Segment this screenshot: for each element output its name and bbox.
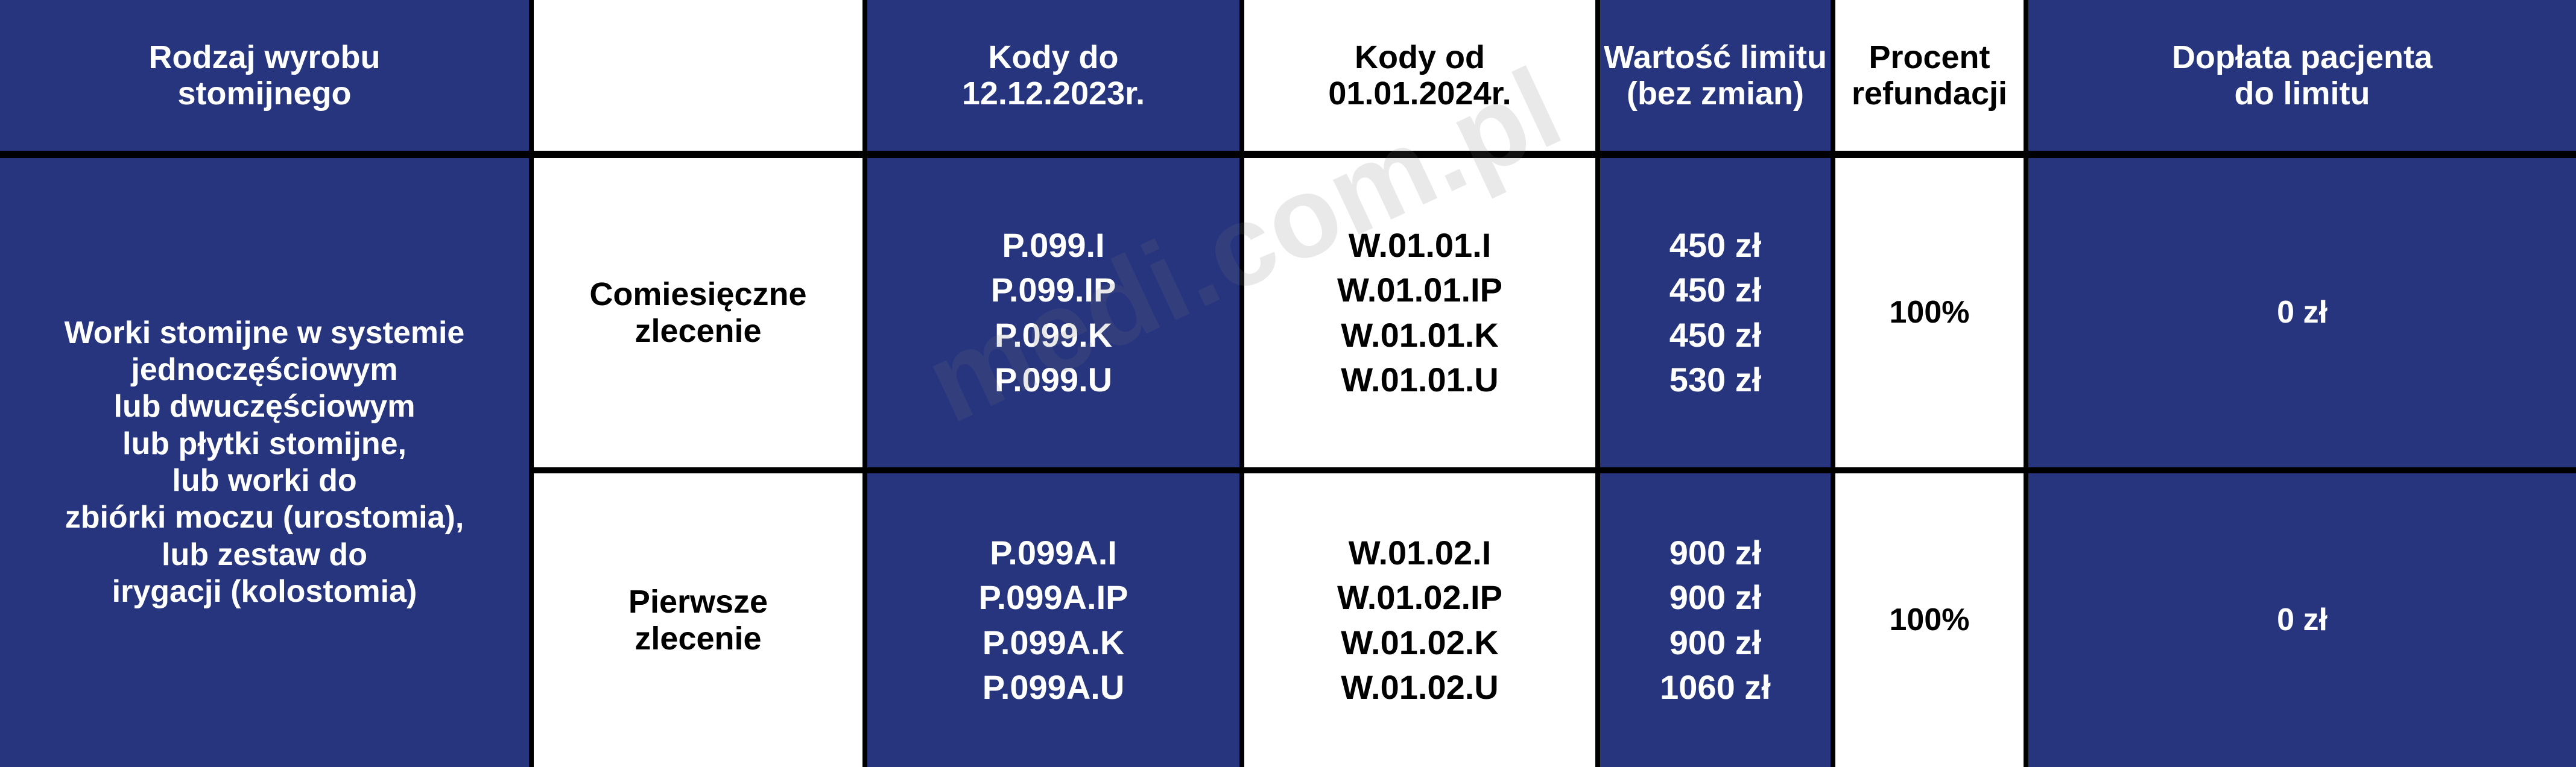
table-row-1-limit-value: 450 zł 450 zł 450 zł 530 zł [1600,158,1831,467]
table-row-1-codes-old: P.099.I P.099.IP P.099.K P.099.U [867,158,1239,467]
table-row-2-codes-new: W.01.02.I W.01.02.IP W.01.02.K W.01.02.U [1244,473,1595,767]
table-row-1-refund-percent: 100% [1835,158,2024,467]
header-codes-old: Kody do 12.12.2023r. [867,0,1239,151]
table-row-2-order-type: Pierwsze zlecenie [534,473,862,767]
table-row-2-refund-percent: 100% [1835,473,2024,767]
table-row-1-codes-new: W.01.01.I W.01.01.IP W.01.01.K W.01.01.U [1244,158,1595,467]
header-product-type: Rodzaj wyrobu stomijnego [0,0,529,151]
table-row-1-order-type: Comiesięczne zlecenie [534,158,862,467]
table-row-1-patient-payment: 0 zł [2028,158,2576,467]
table-row-2-patient-payment: 0 zł [2028,473,2576,767]
header-codes-new: Kody od 01.01.2024r. [1244,0,1595,151]
table-row-2-codes-old: P.099A.I P.099A.IP P.099A.K P.099A.U [867,473,1239,767]
header-patient-payment: Dopłata pacjenta do limitu [2028,0,2576,151]
header-limit-value: Wartość limitu (bez zmian) [1600,0,1831,151]
product-description: Worki stomijne w systemie jednoczęściowy… [0,158,529,767]
table-row-2-limit-value: 900 zł 900 zł 900 zł 1060 zł [1600,473,1831,767]
header-order-type [534,0,862,151]
header-refund-percent: Procent refundacji [1835,0,2024,151]
